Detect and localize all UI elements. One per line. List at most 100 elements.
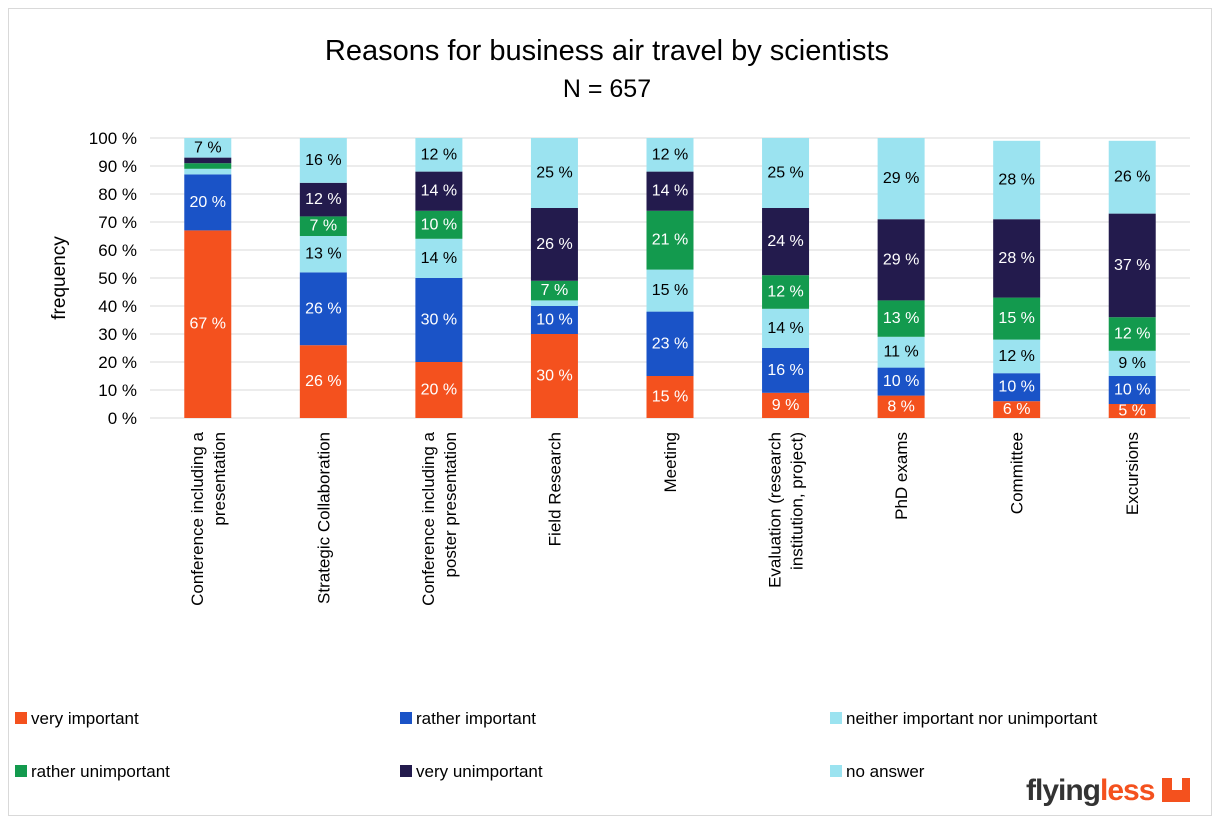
bar-segment bbox=[1108, 376, 1156, 404]
data-label: 14 % bbox=[421, 183, 457, 200]
bar-segment bbox=[993, 297, 1041, 340]
y-tick-label: 90 % bbox=[98, 157, 137, 176]
svg-text:Committee: Committee bbox=[1008, 432, 1027, 514]
data-label: 16 % bbox=[305, 152, 341, 169]
bar-segment bbox=[1108, 404, 1156, 418]
data-label: 12 % bbox=[652, 146, 688, 163]
data-label: 30 % bbox=[536, 368, 572, 385]
bar-segment bbox=[415, 210, 463, 239]
y-tick-label: 80 % bbox=[98, 185, 137, 204]
data-label: 11 % bbox=[883, 344, 918, 361]
x-category-label: Field Research bbox=[545, 432, 564, 546]
bar-segment bbox=[646, 269, 694, 312]
bar-segment bbox=[993, 373, 1041, 402]
legend-label: very important bbox=[31, 709, 139, 728]
bar-segment bbox=[415, 238, 463, 278]
bar-segment bbox=[299, 182, 347, 217]
legend-item: neither important nor unimportant bbox=[830, 709, 1098, 728]
bar-segment bbox=[299, 138, 347, 183]
chart-subtitle: N = 657 bbox=[563, 75, 651, 103]
bar-segment bbox=[415, 171, 463, 211]
data-label: 28 % bbox=[998, 172, 1034, 189]
data-label: 12 % bbox=[998, 348, 1034, 365]
bar-segment bbox=[1108, 350, 1156, 376]
data-label: 15 % bbox=[652, 282, 688, 299]
x-axis-categories: Conference including a presentation Strate… bbox=[188, 431, 1142, 605]
legend-label: neither important nor unimportant bbox=[846, 709, 1098, 728]
bar-segment bbox=[184, 230, 232, 418]
svg-text:flyingless: flyingless bbox=[1026, 774, 1155, 807]
bar-segment bbox=[762, 308, 810, 348]
data-label: 10 % bbox=[536, 312, 572, 329]
logo-text-main: flying bbox=[1026, 774, 1100, 807]
bar-segment bbox=[415, 278, 463, 362]
bar-segment bbox=[1108, 213, 1156, 318]
data-label: 67 % bbox=[190, 316, 226, 333]
y-tick-label: 60 % bbox=[98, 241, 137, 260]
svg-text:presentation: presentation bbox=[210, 432, 229, 526]
svg-text:Excursions: Excursions bbox=[1123, 432, 1142, 515]
bar-segment bbox=[993, 219, 1041, 298]
data-label: 12 % bbox=[1114, 326, 1150, 343]
svg-text:poster presentation: poster presentation bbox=[441, 432, 460, 578]
bar-segment bbox=[762, 275, 810, 309]
bar-segment bbox=[762, 208, 810, 276]
bar-segment bbox=[184, 168, 232, 175]
data-label: 30 % bbox=[421, 312, 457, 329]
y-axis-ticks: 0 % 10 % 20 % 30 % 40 % 50 % 60 % 70 % 80 % 90 % 1… bbox=[89, 129, 137, 428]
bar-segment bbox=[299, 216, 347, 236]
data-label: 20 % bbox=[421, 382, 457, 399]
bar-segment bbox=[1108, 317, 1156, 351]
data-label: 10 % bbox=[998, 379, 1034, 396]
x-category-label: PhD exams bbox=[892, 432, 911, 520]
svg-text:Field Research: Field Research bbox=[545, 432, 564, 546]
data-label: 9 % bbox=[772, 397, 800, 414]
data-label: 15 % bbox=[998, 310, 1034, 327]
data-label: 10 % bbox=[883, 373, 919, 390]
data-label: 7 % bbox=[310, 218, 338, 235]
bar-segment bbox=[877, 367, 925, 396]
legend-item: very important bbox=[15, 709, 139, 728]
bar-segment bbox=[1108, 140, 1156, 214]
y-tick-label: 100 % bbox=[89, 129, 137, 148]
bar-segment bbox=[184, 163, 232, 169]
data-label: 10 % bbox=[421, 216, 457, 233]
legend-swatch bbox=[400, 765, 412, 777]
x-category-label: Strategic Collaboration bbox=[314, 432, 333, 604]
data-label: 25 % bbox=[536, 165, 572, 182]
svg-text:Evaluation (research: Evaluation (research bbox=[766, 432, 785, 588]
data-label: 28 % bbox=[998, 250, 1034, 267]
data-label: 26 % bbox=[305, 373, 341, 390]
data-label: 26 % bbox=[1114, 169, 1150, 186]
bar-segment bbox=[299, 272, 347, 346]
x-category-label: Committee bbox=[1008, 432, 1027, 514]
data-label: 37 % bbox=[1114, 257, 1150, 274]
legend-item: rather unimportant bbox=[15, 762, 170, 781]
bar-segment bbox=[877, 395, 925, 418]
bars bbox=[184, 138, 1156, 418]
data-label: 25 % bbox=[767, 165, 803, 182]
y-tick-label: 20 % bbox=[98, 353, 137, 372]
bar-segment bbox=[877, 336, 925, 368]
bar-segment bbox=[877, 219, 925, 301]
bar-segment bbox=[415, 362, 463, 418]
legend-swatch bbox=[830, 712, 842, 724]
arrow-down-right-icon bbox=[1162, 778, 1190, 802]
legend-label: rather important bbox=[416, 709, 536, 728]
data-label: 23 % bbox=[652, 335, 688, 352]
bar-segment bbox=[299, 345, 347, 418]
bar-segment bbox=[993, 401, 1041, 418]
x-category-label: Conference including a presentation bbox=[188, 431, 229, 605]
data-label: 29 % bbox=[883, 251, 919, 268]
flyingless-logo: flyingless bbox=[1026, 774, 1190, 807]
data-label: 9 % bbox=[1118, 355, 1146, 372]
data-label: 7 % bbox=[541, 282, 569, 299]
legend-item: rather important bbox=[400, 709, 536, 728]
bar-segment bbox=[299, 236, 347, 273]
data-label: 10 % bbox=[1114, 382, 1150, 399]
svg-text:Conference including a: Conference including a bbox=[419, 431, 438, 605]
x-category-label: Conference including a poster presentatio… bbox=[419, 431, 460, 605]
bar-segment bbox=[530, 208, 578, 281]
y-axis-label: frequency bbox=[49, 236, 70, 320]
bar-segment bbox=[530, 280, 578, 301]
